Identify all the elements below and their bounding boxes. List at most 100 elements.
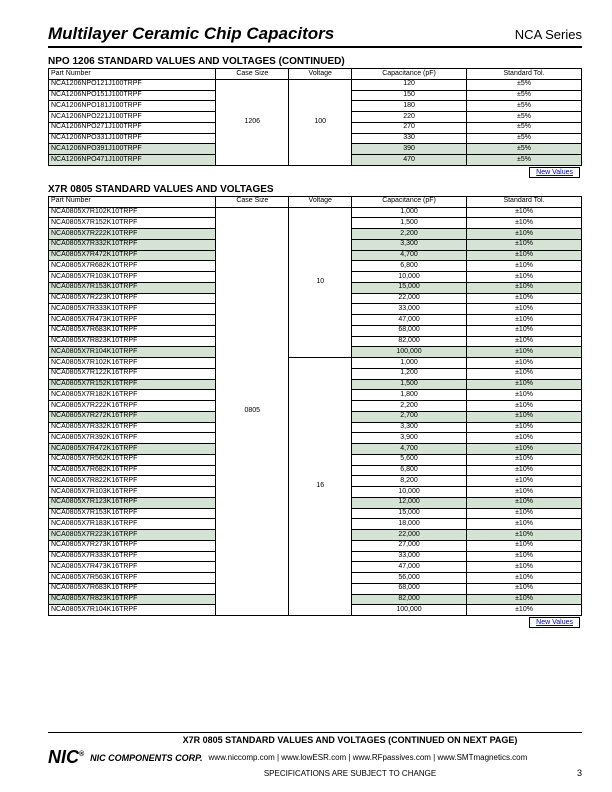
- spec-change-note: SPECIFICATIONS ARE SUBJECT TO CHANGE: [48, 769, 582, 778]
- part-number: NCA0805X7R472K10TRPF: [49, 250, 216, 261]
- tolerance: ±10%: [467, 390, 582, 401]
- tolerance: ±10%: [467, 433, 582, 444]
- tolerance: ±10%: [467, 282, 582, 293]
- capacitance: 1,000: [352, 358, 467, 369]
- page-title: Multilayer Ceramic Chip Capacitors: [48, 24, 334, 44]
- part-number: NCA0805X7R472K16TRPF: [49, 444, 216, 455]
- capacitance: 22,000: [352, 293, 467, 304]
- capacitance: 1,000: [352, 207, 467, 218]
- tolerance: ±10%: [467, 540, 582, 551]
- table-row: NCA0805X7R102K16TRPF161,000±10%: [49, 358, 582, 369]
- column-header: Case Size: [216, 196, 289, 207]
- column-header: Voltage: [289, 69, 352, 80]
- part-number: NCA0805X7R153K16TRPF: [49, 508, 216, 519]
- part-number: NCA0805X7R563K16TRPF: [49, 573, 216, 584]
- capacitance: 1,200: [352, 368, 467, 379]
- part-number: NCA0805X7R332K10TRPF: [49, 239, 216, 250]
- part-number: NCA0805X7R822K16TRPF: [49, 476, 216, 487]
- tolerance: ±10%: [467, 207, 582, 218]
- tolerance: ±10%: [467, 454, 582, 465]
- part-number: NCA0805X7R823K16TRPF: [49, 594, 216, 605]
- capacitance: 22,000: [352, 530, 467, 541]
- part-number: NCA0805X7R122K16TRPF: [49, 368, 216, 379]
- tolerance: ±10%: [467, 444, 582, 455]
- part-number: NCA1206NPO121J100TRPF: [49, 79, 216, 90]
- part-number: NCA1206NPO151J100TRPF: [49, 90, 216, 101]
- part-number: NCA0805X7R473K10TRPF: [49, 315, 216, 326]
- new-values-link-1[interactable]: New Values: [529, 167, 580, 178]
- part-number: NCA1206NPO221J100TRPF: [49, 112, 216, 123]
- tolerance: ±10%: [467, 250, 582, 261]
- voltage: 10: [289, 207, 352, 358]
- capacitance: 180: [352, 101, 467, 112]
- new-values-link-2[interactable]: New Values: [529, 617, 580, 628]
- column-header: Part Number: [49, 69, 216, 80]
- page-number: 3: [577, 768, 582, 778]
- tolerance: ±10%: [467, 573, 582, 584]
- part-number: NCA0805X7R333K16TRPF: [49, 551, 216, 562]
- tolerance: ±10%: [467, 261, 582, 272]
- capacitance: 3,300: [352, 422, 467, 433]
- tolerance: ±10%: [467, 229, 582, 240]
- tolerance: ±10%: [467, 562, 582, 573]
- table-x7r-0805: Part NumberCase SizeVoltageCapacitance (…: [48, 196, 582, 616]
- part-number: NCA0805X7R333K10TRPF: [49, 304, 216, 315]
- part-number: NCA0805X7R153K10TRPF: [49, 282, 216, 293]
- capacitance: 1,500: [352, 218, 467, 229]
- footer: X7R 0805 STANDARD VALUES AND VOLTAGES (C…: [48, 732, 582, 778]
- part-number: NCA1206NPO331J100TRPF: [49, 133, 216, 144]
- capacitance: 4,700: [352, 250, 467, 261]
- capacitance: 150: [352, 90, 467, 101]
- part-number: NCA0805X7R682K10TRPF: [49, 261, 216, 272]
- capacitance: 100,000: [352, 605, 467, 616]
- tolerance: ±10%: [467, 583, 582, 594]
- column-header: Capacitance (pF): [352, 69, 467, 80]
- capacitance: 3,300: [352, 239, 467, 250]
- tolerance: ±5%: [467, 101, 582, 112]
- part-number: NCA1206NPO271J100TRPF: [49, 122, 216, 133]
- tolerance: ±10%: [467, 487, 582, 498]
- capacitance: 27,000: [352, 540, 467, 551]
- tolerance: ±10%: [467, 315, 582, 326]
- capacitance: 2,200: [352, 401, 467, 412]
- part-number: NCA0805X7R102K16TRPF: [49, 358, 216, 369]
- capacitance: 1,500: [352, 379, 467, 390]
- part-number: NCA0805X7R103K16TRPF: [49, 487, 216, 498]
- tolerance: ±10%: [467, 594, 582, 605]
- tolerance: ±10%: [467, 347, 582, 358]
- part-number: NCA0805X7R104K10TRPF: [49, 347, 216, 358]
- page-header: Multilayer Ceramic Chip Capacitors NCA S…: [48, 24, 582, 48]
- part-number: NCA0805X7R222K10TRPF: [49, 229, 216, 240]
- tolerance: ±5%: [467, 155, 582, 166]
- part-number: NCA0805X7R222K16TRPF: [49, 401, 216, 412]
- section2-title: X7R 0805 STANDARD VALUES AND VOLTAGES: [48, 184, 582, 195]
- capacitance: 3,900: [352, 433, 467, 444]
- capacitance: 2,200: [352, 229, 467, 240]
- tolerance: ±10%: [467, 379, 582, 390]
- series-label: NCA Series: [515, 27, 582, 42]
- capacitance: 4,700: [352, 444, 467, 455]
- tolerance: ±10%: [467, 465, 582, 476]
- tolerance: ±10%: [467, 239, 582, 250]
- logo: NIC®: [48, 747, 84, 768]
- part-number: NCA0805X7R823K10TRPF: [49, 336, 216, 347]
- tolerance: ±10%: [467, 325, 582, 336]
- part-number: NCA0805X7R223K10TRPF: [49, 293, 216, 304]
- footer-links[interactable]: www.niccomp.com | www.lowESR.com | www.R…: [209, 753, 528, 762]
- capacitance: 82,000: [352, 336, 467, 347]
- table-row: NCA0805X7R102K10TRPF0805101,000±10%: [49, 207, 582, 218]
- column-header: Part Number: [49, 196, 216, 207]
- capacitance: 470: [352, 155, 467, 166]
- tolerance: ±10%: [467, 551, 582, 562]
- part-number: NCA0805X7R104K16TRPF: [49, 605, 216, 616]
- capacitance: 68,000: [352, 325, 467, 336]
- voltage: 100: [289, 79, 352, 165]
- continued-label: X7R 0805 STANDARD VALUES AND VOLTAGES (C…: [48, 732, 582, 745]
- tolerance: ±10%: [467, 336, 582, 347]
- table-npo-1206: Part NumberCase SizeVoltageCapacitance (…: [48, 68, 582, 166]
- capacitance: 10,000: [352, 272, 467, 283]
- capacitance: 33,000: [352, 304, 467, 315]
- tolerance: ±10%: [467, 401, 582, 412]
- capacitance: 270: [352, 122, 467, 133]
- tolerance: ±10%: [467, 422, 582, 433]
